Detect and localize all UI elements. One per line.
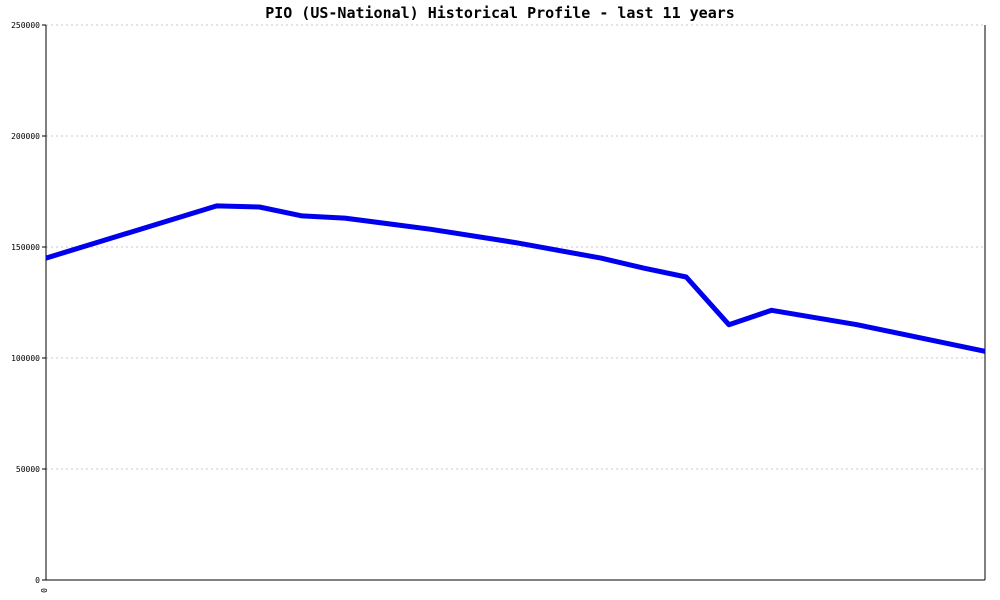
x-tick-label: 0 (40, 588, 49, 593)
y-tick-label: 50000 (16, 465, 40, 474)
chart-title: PIO (US-National) Historical Profile - l… (265, 4, 735, 22)
y-tick-label: 150000 (11, 243, 40, 252)
x-axis-ticks: 0 (40, 588, 49, 593)
y-tick-label: 100000 (11, 354, 40, 363)
y-tick-label: 250000 (11, 21, 40, 30)
y-tick-label: 200000 (11, 132, 40, 141)
y-axis-ticks: 0 50000 100000 150000 200000 250000 (11, 21, 46, 585)
series-line (45, 203, 986, 354)
series (45, 203, 986, 354)
axes (45, 25, 986, 581)
gridlines (46, 24, 985, 470)
y-tick-label: 0 (35, 576, 40, 585)
